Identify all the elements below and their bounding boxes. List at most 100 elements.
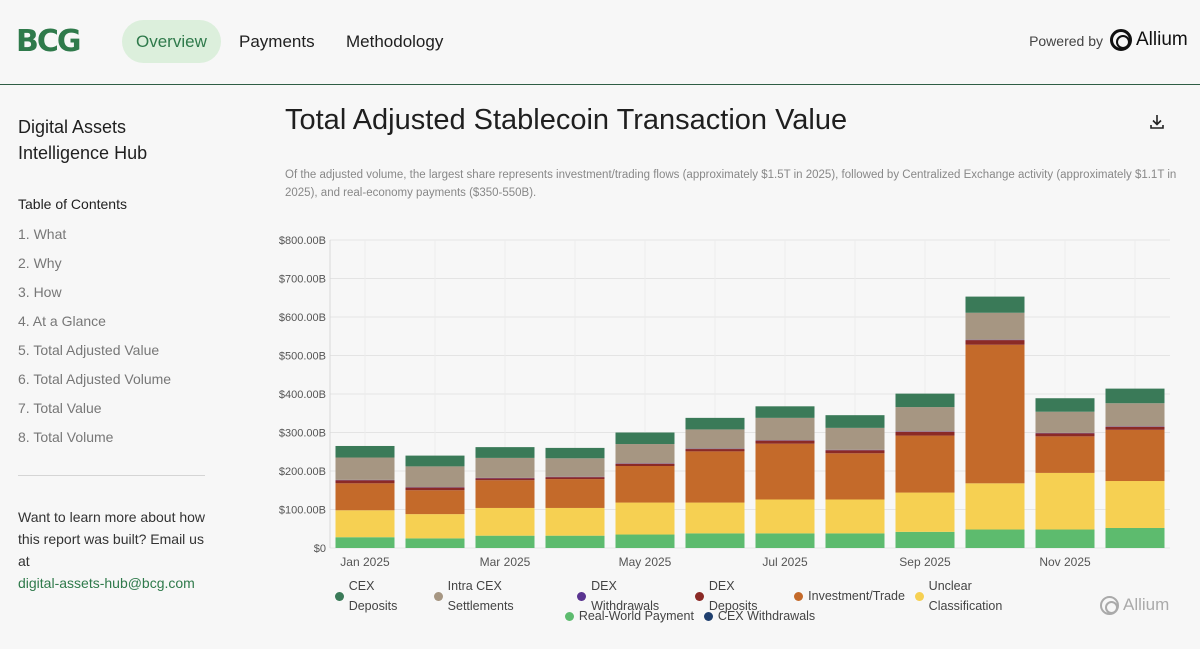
bar-segment xyxy=(1035,472,1095,530)
legend-label: CEX Deposits xyxy=(348,579,398,613)
allium-watermark-icon xyxy=(1100,595,1119,615)
tab-methodology[interactable]: Methodology xyxy=(346,32,444,51)
tab-overview[interactable]: Overview xyxy=(122,20,221,63)
bar-segment xyxy=(895,407,955,432)
toc-item-total-value[interactable]: 7. Total Value xyxy=(18,400,102,416)
bar-segment xyxy=(1105,429,1165,482)
x-tick-label: Jan 2025 xyxy=(340,555,390,569)
y-tick-label: $600.00B xyxy=(279,312,326,324)
bar-segment xyxy=(965,312,1025,340)
legend-dot-icon xyxy=(335,591,344,601)
bcg-logo[interactable]: BCG xyxy=(16,24,82,59)
x-tick-label: Nov 2025 xyxy=(1039,555,1091,569)
bar-segment xyxy=(475,480,535,508)
toc-item-what[interactable]: 1. What xyxy=(18,226,67,242)
bar-segment xyxy=(475,535,535,548)
hub-title: Digital Assets Intelligence Hub xyxy=(18,114,208,166)
bar-segment xyxy=(405,466,465,488)
legend-label: DEX Deposits xyxy=(708,579,758,613)
legend-dot-icon xyxy=(564,611,574,621)
legend-label: Intra CEX Settlements xyxy=(447,579,514,613)
powered-by-label: Powered by xyxy=(1029,33,1103,49)
bar-segment xyxy=(615,463,675,466)
bar-segment xyxy=(895,531,955,548)
legend-item[interactable]: DEX Withdrawals xyxy=(577,579,685,613)
bar-segment xyxy=(545,447,605,459)
bar-segment xyxy=(755,499,815,534)
bar-segment xyxy=(335,537,395,548)
bar-segment xyxy=(405,487,465,491)
x-tick-label: Jul 2025 xyxy=(762,555,808,569)
legend-dot-icon xyxy=(914,591,924,601)
bar-segment xyxy=(685,417,745,430)
bar-segment xyxy=(895,393,955,408)
bar-segment xyxy=(755,443,815,500)
y-tick-label: $200.00B xyxy=(279,466,326,478)
toc-item-total-adjusted-value[interactable]: 5. Total Adjusted Value xyxy=(18,342,160,358)
bar-segment xyxy=(1035,411,1095,433)
bar-segment xyxy=(335,480,395,484)
y-tick-label: $400.00B xyxy=(279,389,326,401)
y-tick-label: $700.00B xyxy=(279,274,326,286)
bar-segment xyxy=(895,492,955,532)
legend-label: DEX Withdrawals xyxy=(591,579,660,613)
page-title: Total Adjusted Stablecoin Transaction Va… xyxy=(285,104,848,136)
bar-segment xyxy=(615,534,675,548)
legend-item[interactable]: DEX Deposits xyxy=(695,579,784,613)
y-tick-label: $300.00B xyxy=(279,428,326,440)
bar-segment xyxy=(825,453,885,500)
bar-segment xyxy=(825,450,885,454)
bar-segment xyxy=(685,429,745,449)
toc-item-how[interactable]: 3. How xyxy=(18,284,62,300)
legend-item[interactable]: Intra CEX Settlements xyxy=(433,579,567,613)
y-tick-label: $100.00B xyxy=(279,505,326,517)
bar-segment xyxy=(475,447,535,458)
learn-more-label: Want to learn more about how this report… xyxy=(18,509,206,569)
bar-segment xyxy=(405,514,465,539)
allium-logo[interactable]: Allium xyxy=(1110,29,1188,51)
legend-item[interactable]: Real-World Payment xyxy=(564,606,694,626)
bar-segment xyxy=(1105,388,1165,404)
hub-title-line2: Intelligence Hub xyxy=(18,143,148,163)
bar-segment xyxy=(475,457,535,478)
bar-segment xyxy=(825,427,885,450)
bar-segment xyxy=(965,483,1025,530)
download-icon[interactable] xyxy=(1148,113,1166,131)
bar-segment xyxy=(615,465,675,503)
bar-segment xyxy=(685,449,745,452)
legend-item[interactable]: CEX Withdrawals xyxy=(703,606,815,626)
legend-label: Investment/Trade xyxy=(808,589,905,603)
bar-segment xyxy=(965,296,1025,313)
toc-item-why[interactable]: 2. Why xyxy=(18,255,62,271)
toc-item-total-adjusted-volume[interactable]: 6. Total Adjusted Volume xyxy=(18,371,172,387)
bar-segment xyxy=(545,477,605,480)
bar-segment xyxy=(1105,426,1165,430)
legend-dot-icon xyxy=(577,591,587,601)
bar-segment xyxy=(685,451,745,503)
bar-segment xyxy=(615,432,675,445)
bar-segment xyxy=(615,502,675,535)
allium-watermark: Allium xyxy=(1100,595,1169,615)
bar-segment xyxy=(475,478,535,481)
toc-item-total-volume[interactable]: 8. Total Volume xyxy=(18,429,114,445)
bar-segment xyxy=(965,344,1025,484)
hub-title-line1: Digital Assets xyxy=(18,117,127,137)
legend-item[interactable]: Unclear Classification xyxy=(914,579,1045,613)
y-tick-label: $500.00B xyxy=(279,351,326,363)
bar-segment xyxy=(405,455,465,467)
y-tick-label: $0 xyxy=(314,543,326,555)
legend-item[interactable]: Investment/Trade xyxy=(794,586,905,606)
toc-item-at-a-glance[interactable]: 4. At a Glance xyxy=(18,313,106,329)
legend-label: Unclear Classification xyxy=(928,579,1003,613)
bar-segment xyxy=(965,340,1025,345)
x-tick-label: Mar 2025 xyxy=(480,555,531,569)
bar-segment xyxy=(755,406,815,418)
legend-item[interactable]: CEX Deposits xyxy=(335,579,424,613)
bar-segment xyxy=(335,445,395,458)
tab-payments[interactable]: Payments xyxy=(239,32,315,51)
allium-watermark-text: Allium xyxy=(1123,595,1170,614)
legend-label: Real-World Payment xyxy=(578,609,694,623)
email-link[interactable]: digital-assets-hub@bcg.com xyxy=(18,575,195,591)
bar-segment xyxy=(825,499,885,534)
sidebar: Digital Assets Intelligence Hub Table of… xyxy=(18,114,208,452)
